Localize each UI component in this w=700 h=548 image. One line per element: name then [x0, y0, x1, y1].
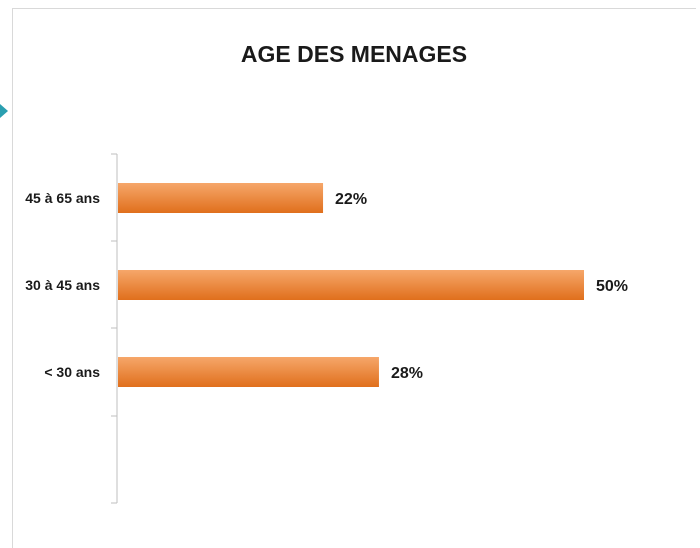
- value-label: 28%: [391, 365, 423, 382]
- category-label: < 30 ans: [44, 364, 100, 380]
- edge-marker-icon: [0, 104, 8, 118]
- category-label: 45 à 65 ans: [25, 190, 100, 206]
- bar: [118, 183, 324, 213]
- value-label: 50%: [596, 278, 628, 295]
- category-label: 30 à 45 ans: [25, 277, 100, 293]
- bar: [118, 357, 379, 387]
- value-label: 22%: [335, 191, 367, 208]
- chart-title: AGE DES MENAGES: [241, 41, 467, 67]
- bar: [118, 270, 584, 300]
